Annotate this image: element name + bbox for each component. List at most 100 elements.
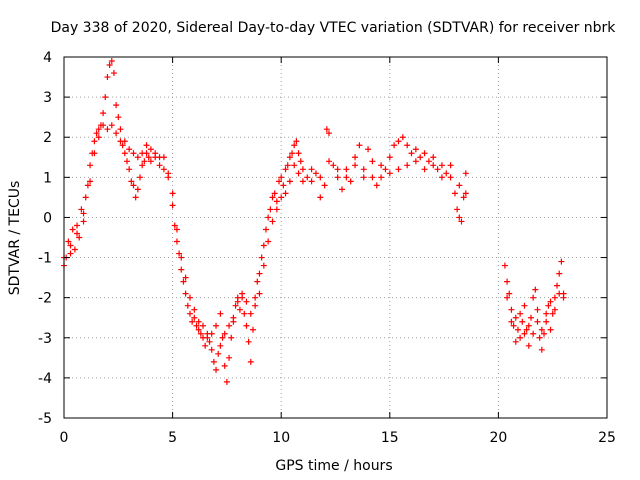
data-point: [128, 178, 135, 185]
data-point: [245, 338, 252, 345]
data-point: [147, 146, 154, 153]
data-point: [382, 166, 389, 173]
y-tick-label: -5: [38, 411, 52, 427]
data-point: [82, 194, 89, 201]
data-point: [160, 166, 167, 173]
data-point: [200, 322, 207, 329]
data-point: [532, 286, 539, 293]
data-point: [276, 178, 283, 185]
data-point: [386, 154, 393, 161]
data-point: [84, 182, 91, 189]
data-point: [554, 282, 561, 289]
y-tick-label: -2: [38, 291, 52, 307]
data-point: [195, 318, 202, 325]
data-point: [204, 334, 211, 341]
data-point: [297, 158, 304, 165]
data-point: [232, 302, 239, 309]
data-point: [421, 150, 428, 157]
data-point: [139, 150, 146, 157]
data-point: [249, 326, 256, 333]
data-series: [61, 58, 567, 385]
data-point: [260, 242, 267, 249]
data-point: [317, 174, 324, 181]
data-point: [165, 170, 172, 177]
data-point: [558, 258, 565, 265]
data-point: [182, 274, 189, 281]
data-point: [265, 238, 272, 245]
data-point: [312, 170, 319, 177]
data-point: [454, 206, 461, 213]
data-point: [234, 294, 241, 301]
data-point: [102, 94, 109, 101]
data-point: [78, 206, 85, 213]
data-point: [130, 182, 137, 189]
data-point: [178, 266, 185, 273]
data-point: [504, 278, 511, 285]
data-point: [173, 226, 180, 233]
data-point: [182, 290, 189, 297]
y-tick-labels: -5 -4 -3 -2 -1 0 1 2 3 4: [38, 50, 52, 427]
data-point: [308, 178, 315, 185]
data-point: [534, 318, 541, 325]
data-point: [271, 190, 278, 197]
data-point: [247, 310, 254, 317]
data-point: [223, 378, 230, 385]
data-point: [269, 194, 276, 201]
data-point: [156, 162, 163, 169]
data-point: [221, 330, 228, 337]
data-point: [221, 362, 228, 369]
data-point: [323, 126, 330, 133]
data-point: [519, 318, 526, 325]
data-point: [321, 182, 328, 189]
data-point: [208, 330, 215, 337]
data-point: [256, 270, 263, 277]
data-point: [119, 142, 126, 149]
data-point: [126, 146, 133, 153]
data-point: [438, 162, 445, 169]
data-point: [304, 174, 311, 181]
data-point: [106, 62, 113, 69]
data-point: [456, 182, 463, 189]
x-tick-label: 10: [272, 430, 290, 446]
data-point: [139, 162, 146, 169]
data-point: [404, 162, 411, 169]
data-point: [173, 238, 180, 245]
data-point: [458, 218, 465, 225]
data-point: [404, 142, 411, 149]
data-point: [549, 310, 556, 317]
data-point: [536, 334, 543, 341]
y-tick-label: 0: [43, 210, 52, 226]
x-tick-label: 5: [168, 430, 177, 446]
data-point: [130, 150, 137, 157]
data-point: [282, 190, 289, 197]
data-point: [191, 306, 198, 313]
data-point: [121, 138, 128, 145]
data-point: [295, 170, 302, 177]
data-point: [87, 178, 94, 185]
data-point: [137, 174, 144, 181]
data-point: [134, 154, 141, 161]
data-point: [210, 358, 217, 365]
data-point: [421, 166, 428, 173]
data-point: [76, 234, 83, 241]
y-axis-label: SDTVAR / TECUs: [7, 181, 23, 296]
data-point: [325, 130, 332, 137]
x-tick-label: 20: [489, 430, 507, 446]
data-point: [134, 186, 141, 193]
data-point: [80, 210, 87, 217]
data-point: [169, 202, 176, 209]
data-point: [501, 262, 508, 269]
data-point: [317, 194, 324, 201]
data-point: [104, 126, 111, 133]
data-point: [343, 166, 350, 173]
data-point: [273, 198, 280, 205]
data-point: [113, 130, 120, 137]
data-point: [236, 306, 243, 313]
data-point: [143, 142, 150, 149]
data-point: [67, 242, 74, 249]
data-point: [365, 146, 372, 153]
data-point: [71, 246, 78, 253]
data-point: [395, 166, 402, 173]
data-point: [195, 326, 202, 333]
